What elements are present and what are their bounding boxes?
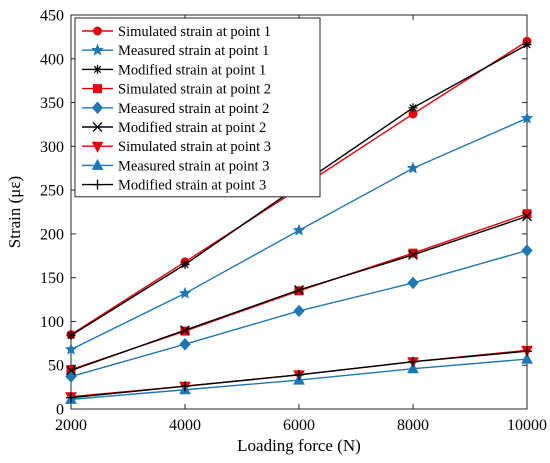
legend: Simulated strain at point 1 Measured stra… <box>74 17 321 198</box>
legend-item: Measured strain at point 3 <box>82 158 269 174</box>
legend-label: Simulated strain at point 3 <box>118 139 271 155</box>
axes: 2000 4000 6000 8000 10000 0 50 100 150 200 250 300 3… <box>40 8 547 435</box>
legend-item: Modified strain at point 2 <box>82 120 266 136</box>
legend-item: Simulated strain at point 3 <box>82 139 271 155</box>
legend-label: Measured strain at point 2 <box>118 101 269 117</box>
x-tick-label: 4000 <box>169 417 201 434</box>
data-point <box>66 330 76 340</box>
legend-marker <box>91 141 104 153</box>
legend-label: Measured strain at point 3 <box>118 158 269 174</box>
legend-item: Modified strain at point 1 <box>82 62 266 78</box>
y-tick-label: 150 <box>40 270 64 287</box>
series-6 <box>66 211 532 376</box>
data-point <box>408 249 418 260</box>
data-point <box>521 244 533 257</box>
x-tick-label: 2000 <box>55 417 87 434</box>
data-point <box>521 352 533 364</box>
series-9 <box>66 346 532 403</box>
data-point <box>180 325 190 336</box>
data-point <box>520 111 534 124</box>
legend-label: Modified strain at point 2 <box>118 120 266 136</box>
data-point <box>64 342 78 355</box>
legend-marker <box>91 158 104 170</box>
data-point <box>179 337 191 351</box>
legend-marker <box>93 84 102 94</box>
data-point <box>66 365 76 376</box>
data-point <box>180 381 190 392</box>
y-tick-label: 0 <box>56 402 64 419</box>
data-point <box>180 260 190 270</box>
legend-item: Measured strain at point 1 <box>82 43 269 59</box>
legend-box <box>74 17 321 198</box>
legend-label: Simulated strain at point 1 <box>118 24 271 40</box>
legend-item: Measured strain at point 2 <box>82 101 269 117</box>
data-point <box>294 284 304 295</box>
data-point <box>408 103 418 113</box>
y-tick-label: 400 <box>40 51 64 68</box>
data-point <box>407 362 419 374</box>
y-tick-label: 350 <box>40 95 64 112</box>
data-point <box>522 346 532 357</box>
legend-item: Simulated strain at point 1 <box>82 24 271 40</box>
legend-label: Modified strain at point 3 <box>118 178 266 194</box>
y-tick-label: 300 <box>40 139 64 156</box>
data-point <box>408 356 418 367</box>
legend-label: Measured strain at point 1 <box>118 43 269 59</box>
legend-item: Modified strain at point 3 <box>82 178 266 194</box>
data-point <box>66 392 76 403</box>
data-point <box>178 286 192 299</box>
y-axis-label: Strain (με) <box>5 176 24 248</box>
legend-marker <box>92 122 103 132</box>
series-2 <box>64 111 534 355</box>
legend-marker <box>91 43 104 56</box>
data-point <box>294 369 304 380</box>
data-point <box>293 304 305 318</box>
legend-label: Simulated strain at point 2 <box>118 82 271 98</box>
legend-label: Modified strain at point 1 <box>118 62 266 78</box>
x-axis-label: Loading force (N) <box>237 436 361 455</box>
x-tick-label: 6000 <box>283 417 315 434</box>
data-point <box>407 276 419 290</box>
y-tick-label: 200 <box>40 226 64 243</box>
x-tick-label: 8000 <box>397 417 429 434</box>
data-point <box>292 223 306 236</box>
y-tick-label: 450 <box>40 8 64 25</box>
legend-item: Simulated strain at point 2 <box>82 82 271 98</box>
data-point <box>522 40 532 50</box>
legend-marker <box>93 64 102 74</box>
legend-marker <box>91 101 104 115</box>
y-tick-label: 250 <box>40 183 64 200</box>
series-8 <box>65 352 533 404</box>
y-tick-label: 100 <box>40 314 64 331</box>
data-point <box>406 161 420 174</box>
y-tick-label: 50 <box>48 358 64 375</box>
legend-marker <box>92 179 103 190</box>
data-point <box>522 211 532 222</box>
legend-marker <box>93 26 102 36</box>
x-tick-label: 10000 <box>507 417 547 434</box>
data-point <box>522 209 532 219</box>
